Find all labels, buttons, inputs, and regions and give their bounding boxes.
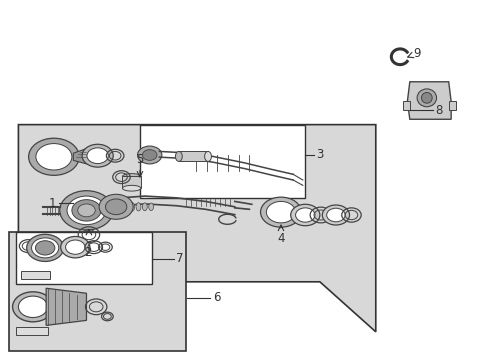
Circle shape bbox=[105, 199, 126, 215]
Text: 1: 1 bbox=[49, 197, 56, 210]
Circle shape bbox=[31, 238, 59, 258]
Polygon shape bbox=[46, 288, 86, 325]
Text: 6: 6 bbox=[212, 291, 220, 305]
Circle shape bbox=[19, 296, 47, 318]
Bar bbox=[9, 232, 186, 351]
Circle shape bbox=[295, 208, 314, 222]
Circle shape bbox=[61, 237, 90, 258]
Circle shape bbox=[72, 200, 101, 221]
Ellipse shape bbox=[136, 203, 141, 211]
Circle shape bbox=[60, 191, 113, 230]
Text: 7: 7 bbox=[176, 252, 183, 265]
Text: 5: 5 bbox=[136, 153, 143, 166]
Circle shape bbox=[27, 234, 63, 261]
Ellipse shape bbox=[421, 93, 431, 103]
Ellipse shape bbox=[416, 89, 436, 107]
Text: 8: 8 bbox=[435, 104, 442, 117]
Circle shape bbox=[29, 138, 79, 175]
Text: 9: 9 bbox=[413, 47, 420, 60]
Bar bbox=[140, 125, 305, 198]
Circle shape bbox=[290, 204, 319, 226]
Text: 4: 4 bbox=[277, 233, 284, 246]
Bar bbox=[16, 232, 152, 284]
Circle shape bbox=[87, 148, 108, 163]
Ellipse shape bbox=[175, 152, 182, 161]
Circle shape bbox=[326, 208, 345, 222]
Bar bbox=[402, 102, 409, 111]
Bar bbox=[448, 102, 455, 111]
Circle shape bbox=[260, 197, 301, 227]
Ellipse shape bbox=[142, 203, 147, 211]
Circle shape bbox=[142, 150, 157, 160]
Circle shape bbox=[78, 204, 95, 217]
Circle shape bbox=[322, 205, 349, 225]
Circle shape bbox=[99, 194, 133, 219]
Circle shape bbox=[65, 240, 85, 254]
Ellipse shape bbox=[204, 152, 211, 161]
Text: 2: 2 bbox=[84, 246, 91, 258]
Polygon shape bbox=[407, 82, 450, 119]
Ellipse shape bbox=[122, 185, 141, 191]
Bar bbox=[179, 152, 207, 161]
Ellipse shape bbox=[123, 202, 128, 211]
Ellipse shape bbox=[129, 203, 134, 211]
Bar bbox=[122, 176, 141, 188]
Circle shape bbox=[36, 144, 72, 170]
Bar bbox=[16, 327, 47, 335]
Polygon shape bbox=[73, 149, 86, 164]
Text: 3: 3 bbox=[315, 148, 323, 162]
Circle shape bbox=[67, 196, 106, 225]
Ellipse shape bbox=[122, 174, 141, 179]
Ellipse shape bbox=[148, 203, 153, 211]
Circle shape bbox=[266, 202, 295, 223]
Circle shape bbox=[82, 144, 113, 167]
Bar bbox=[21, 271, 50, 279]
Circle shape bbox=[13, 292, 53, 322]
Circle shape bbox=[35, 241, 55, 255]
Polygon shape bbox=[19, 125, 375, 332]
Circle shape bbox=[137, 146, 162, 164]
